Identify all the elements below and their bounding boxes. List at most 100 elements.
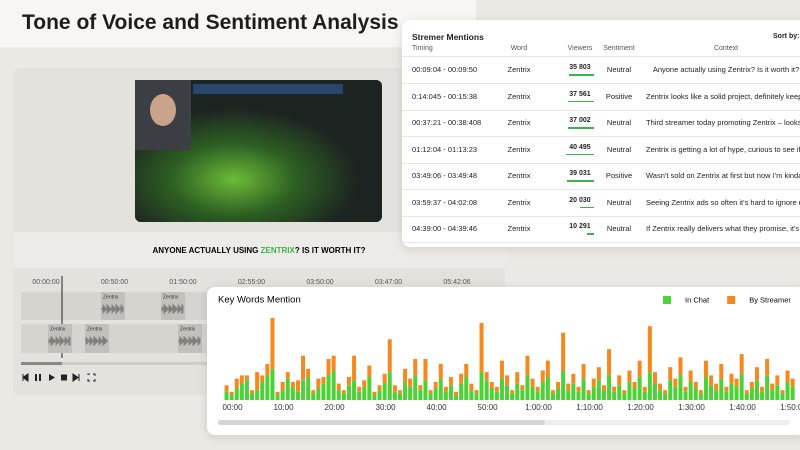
bar-segment [556,388,561,400]
bar-segment [301,380,306,400]
context: Seeing Zentrix ads so often it's hard to… [646,197,800,207]
bar-segment [438,363,443,379]
bar-segment [770,383,775,391]
bar-segment [775,375,780,386]
bar-segment [724,386,729,392]
bar-segment [530,378,535,387]
bar-segment [321,377,326,384]
bar-segment [607,349,612,376]
table-header: Timing Word Viewers Sentiment Context [402,42,800,57]
bar-segment [520,390,525,400]
bar-segment [622,393,627,400]
pause-button[interactable] [35,374,37,381]
bar-segment [627,370,632,382]
bar-segment [520,385,525,391]
controls [22,373,96,382]
bar-segment [693,388,698,400]
bar-segment [607,375,612,400]
viewers-bar [568,127,594,129]
bar-segment [525,375,530,400]
bar-segment [668,367,673,381]
bar-segment [515,372,520,384]
bar-segment [760,386,765,392]
x-tick-label: 40:00 [427,403,448,412]
bar-segment [270,368,275,400]
bar-segment [397,393,402,400]
bar-segment [443,386,448,392]
bar-segment [372,395,377,400]
waveform [178,336,201,346]
x-tick-label: 50:00 [478,403,499,412]
time-label: 00:50:00 [101,279,128,286]
bar-segment [622,390,627,394]
table-row: 00:09:04 - 00:09:50 Zentrix 35 803 Neutral A… [402,57,800,84]
next-button[interactable] [72,373,80,382]
title-bar: Tone of Voice and Sentiment Analysis [0,0,476,47]
fullscreen-button[interactable] [87,373,96,382]
bar-segment [392,385,397,392]
bar-segment [729,373,734,384]
bar-segment [612,391,617,400]
bar-segment [367,377,372,400]
bar-segment [403,368,408,382]
stop-button[interactable] [61,374,67,381]
viewers-bar [569,74,594,76]
bar-segment [321,383,326,400]
bar-segment [765,375,770,400]
bar-segment [346,385,351,400]
pause-button[interactable] [39,374,41,381]
bar-segment [703,360,708,378]
sentiment: Neutral [606,65,632,74]
bar-segment [387,372,392,400]
bar-segment [535,386,540,392]
bar-segment [617,385,622,400]
x-tick-label: 1:30:00 [678,403,705,412]
bar-segment [275,391,280,396]
bar-segment [790,378,795,387]
chart-panel: Key Words Mention In Chat By Streamer 00:0… [207,287,800,435]
bar-segment [632,388,637,400]
bar-segment [540,370,545,382]
waveform [85,336,108,346]
time-label: 05:42:06 [443,279,470,286]
waveform [48,336,71,346]
bar-segment [678,357,683,376]
bar-segment [244,380,249,400]
bar-segment [596,367,601,381]
bar-segment [459,373,464,384]
prev-button[interactable] [22,373,29,382]
bar-segment [561,370,566,400]
bar-segment [571,383,576,400]
bar-segment [550,393,555,400]
bar-segment [326,359,331,376]
bar-segment [260,381,265,400]
bar-segment [627,381,632,400]
bar-segment [336,390,341,400]
legend-swatch [727,296,736,304]
bar-segment [285,378,290,400]
scrollbar-thumb[interactable] [218,420,545,425]
play-button[interactable] [49,374,55,381]
bar-segment [423,380,428,400]
table-row: 03:49:06 - 03:49:48 Zentrix 39 031 Positive… [402,163,800,190]
bar-segment [581,378,586,400]
bar-segment [489,388,494,400]
x-tick-label: 30:00 [376,403,397,412]
caption-keyword: ZENTRIX [261,246,296,255]
sort-control[interactable]: Sort by: [773,33,800,40]
context: Anyone actually using Zentrix? Is it wor… [652,65,800,74]
viewers-label: 39 031 [569,170,591,177]
bar-segment [408,378,413,387]
bar-segment [765,359,770,376]
context: If Zentrix really delivers what they pro… [646,224,800,233]
viewers-label: 37 002 [569,117,591,124]
bar-segment [265,375,270,400]
bar-segment [285,372,290,379]
sentiment: Neutral [606,144,632,154]
bar-segment [362,386,367,400]
bar-segment [703,377,708,400]
bar-segment [397,390,402,394]
bar-segment [413,375,418,400]
bar-segment [265,363,270,376]
bar-segment [586,393,591,400]
